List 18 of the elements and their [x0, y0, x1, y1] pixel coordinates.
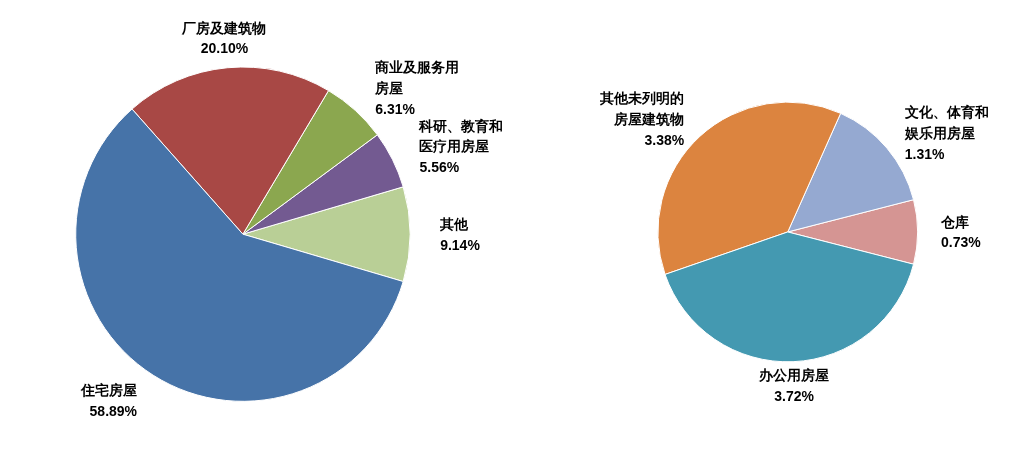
- slice-label: 科研、教育和医疗用房屋: [418, 117, 504, 155]
- slice-label: 商业及服务用房屋: [374, 59, 460, 97]
- data-label: 6.31%: [375, 101, 416, 118]
- data-label: 3.38%: [644, 131, 685, 148]
- slice-label: 住宅房屋: [80, 381, 138, 398]
- slice-label: 办公用房屋: [758, 366, 830, 383]
- slice-label: 厂房及建筑物: [181, 19, 267, 36]
- data-label: 58.89%: [89, 402, 138, 419]
- data-label: 0.73%: [940, 234, 982, 251]
- data-label: 20.10%: [200, 40, 249, 57]
- slice-label: 其他未列明的房屋建筑物: [599, 90, 685, 127]
- slice-label: 文化、体育和娱乐用房屋: [903, 104, 989, 141]
- data-label: 3.72%: [774, 387, 815, 404]
- slice-label: 其他: [439, 215, 470, 232]
- slice-label: 仓库: [939, 213, 969, 230]
- data-label: 9.14%: [440, 236, 481, 253]
- data-label: 5.56%: [419, 159, 460, 176]
- data-label: 1.31%: [904, 145, 946, 162]
